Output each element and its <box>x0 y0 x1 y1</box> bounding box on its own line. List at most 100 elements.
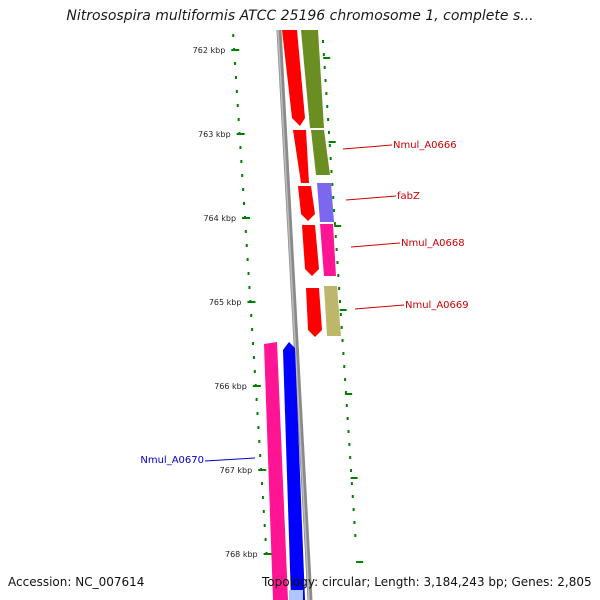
scale-dot <box>234 62 237 65</box>
scale-tick <box>350 477 358 479</box>
scale-dot <box>240 160 243 163</box>
scale-dot <box>332 196 335 199</box>
gene-label-nmul-a0670[interactable]: Nmul_A0670 <box>140 455 204 466</box>
scale-dots-left <box>232 34 268 555</box>
scale-dot <box>239 146 242 149</box>
scale-dot <box>341 339 344 342</box>
scale-dot <box>344 378 347 381</box>
scale-dot <box>326 105 329 108</box>
sequence-info-text: Topology: circular; Length: 3,184,243 bp… <box>262 575 592 589</box>
scale-tick-label: 768 kbp <box>225 550 258 559</box>
gene-nmul-a0670[interactable] <box>264 342 288 600</box>
scale-dot <box>264 538 267 541</box>
scale-tick-label: 764 kbp <box>203 214 236 223</box>
sequence-title: Nitrosospira multiformis ATCC 25196 chro… <box>66 8 534 24</box>
scale-dot <box>347 430 350 433</box>
scale-tick-label: 762 kbp <box>193 46 226 55</box>
scale-dot <box>241 174 244 177</box>
scale-dot <box>333 209 336 212</box>
gene-fabz[interactable] <box>317 183 334 222</box>
scale-dot <box>244 230 247 233</box>
leader-line-fabz <box>345 195 397 201</box>
scale-dot <box>351 495 354 498</box>
scale-tick <box>252 385 261 387</box>
scale-tick <box>247 301 256 303</box>
scale-dot <box>354 534 357 537</box>
gene-label-nmul-a0666[interactable]: Nmul_A0666 <box>393 140 457 151</box>
scale-dot <box>255 398 258 401</box>
gene-label-nmul-a0668[interactable]: Nmul_A0668 <box>401 238 465 249</box>
scale-dot <box>236 104 239 107</box>
scale-dot <box>248 286 251 289</box>
scale-dot <box>327 131 330 134</box>
gene-label-nmul-a0669[interactable]: Nmul_A0669 <box>405 300 469 311</box>
scale-dot <box>349 456 352 459</box>
cds-feature[interactable] <box>293 130 309 183</box>
scale-dot <box>245 244 248 247</box>
scale-tick <box>328 141 336 143</box>
scale-tick <box>242 217 251 219</box>
scale-dot <box>328 144 331 147</box>
cds-feature-blue[interactable] <box>283 342 305 600</box>
scale-tick <box>345 393 353 395</box>
scale-dot <box>334 235 337 238</box>
cds-feature[interactable] <box>298 186 315 221</box>
scale-dot <box>331 183 334 186</box>
scale-dot <box>262 510 265 513</box>
scale-dot <box>323 66 326 69</box>
scale-tick <box>258 469 267 471</box>
scale-dot <box>235 90 238 93</box>
gene-olive[interactable] <box>311 130 330 175</box>
leader-line-nmul-a0670 <box>204 457 256 462</box>
gene-label-fabz[interactable]: fabZ <box>397 191 420 202</box>
scale-tick-label: 763 kbp <box>198 130 231 139</box>
scale-dot <box>336 261 339 264</box>
scale-dot <box>352 508 355 511</box>
scale-dot <box>251 328 254 331</box>
leader-line-nmul-a0666 <box>342 144 393 150</box>
scale-tick-label: 765 kbp <box>209 298 242 307</box>
cds-feature[interactable] <box>282 30 305 126</box>
scale-dots-right <box>322 40 357 537</box>
scale-dot <box>246 258 249 261</box>
scale-dot <box>350 469 353 472</box>
scale-dot <box>258 440 261 443</box>
cds-feature[interactable] <box>302 225 319 276</box>
scale-dot <box>345 404 348 407</box>
scale-dot <box>253 370 256 373</box>
scale-dot <box>322 53 325 56</box>
scale-dot <box>242 188 245 191</box>
scale-tick <box>231 49 240 51</box>
scale-tick-label: 766 kbp <box>214 382 247 391</box>
scale-dot <box>257 426 260 429</box>
scale-dot <box>325 92 328 95</box>
scale-dot <box>252 356 255 359</box>
scale-tick <box>356 561 364 563</box>
scale-dot <box>232 34 235 37</box>
scale-tick <box>339 309 347 311</box>
scale-tick <box>263 553 272 555</box>
scale-dot <box>340 326 343 329</box>
gene-olive[interactable] <box>301 30 324 128</box>
scale-dot <box>260 482 263 485</box>
scale-dot <box>261 496 264 499</box>
gene-nmul-a0669[interactable] <box>324 286 341 336</box>
chromosome-backbone <box>276 29 313 600</box>
scale-dot <box>247 272 250 275</box>
scale-dot <box>335 248 338 251</box>
scale-dot <box>259 454 262 457</box>
leader-line-nmul-a0668 <box>350 242 401 248</box>
scale-dot <box>330 170 333 173</box>
scale-dot <box>243 202 246 205</box>
gene-nmul-a0668[interactable] <box>320 224 336 276</box>
scale-dot <box>256 412 259 415</box>
scale-dot <box>250 314 253 317</box>
scale-dot <box>237 118 240 121</box>
scale-dot <box>339 300 341 303</box>
scale-tick-label: 767 kbp <box>220 466 253 475</box>
scale-dot <box>327 118 330 121</box>
scale-dot <box>353 521 356 524</box>
scale-dot <box>337 274 340 277</box>
cds-feature[interactable] <box>306 288 322 337</box>
